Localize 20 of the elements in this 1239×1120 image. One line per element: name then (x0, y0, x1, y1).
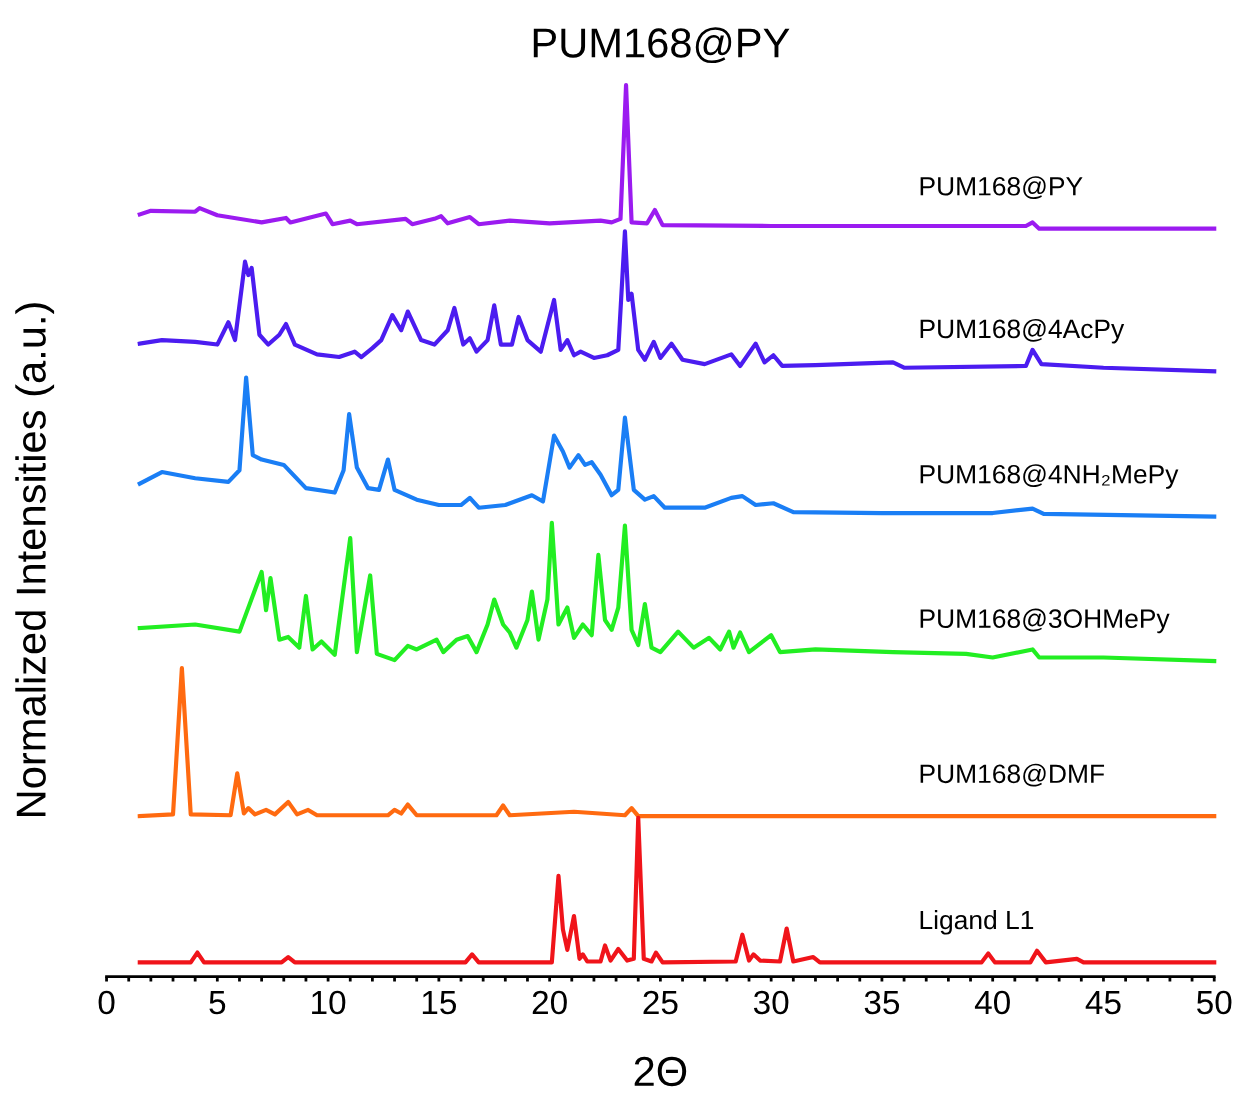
x-tick-label: 35 (864, 990, 900, 1015)
x-tick-label: 25 (643, 990, 678, 1015)
x-axis-title: 2Θ (634, 1056, 687, 1087)
series-label: PUM168@DMF (920, 763, 1105, 787)
x-tick-label: 30 (753, 990, 789, 1015)
series-label: Ligand L1 (920, 909, 1034, 935)
x-tick-label: 0 (98, 990, 115, 1015)
x-tick-label: 50 (1197, 990, 1232, 1015)
x-tick-label: 5 (209, 991, 226, 1015)
y-axis-title: Normalized Intensities (a.u.) (15, 303, 55, 816)
series-label: PUM168@4NH₂MePy (920, 464, 1179, 489)
x-tick-label: 45 (1085, 991, 1121, 1015)
series-label: PUM168@PY (920, 176, 1083, 200)
x-tick-label: 20 (532, 990, 567, 1015)
x-tick-label: 10 (312, 990, 346, 1015)
series-label: PUM168@4AcPy (920, 318, 1125, 344)
x-tick-label: 40 (974, 990, 1010, 1015)
series-label: PUM168@3OHMePy (920, 608, 1170, 634)
x-tick-label: 15 (422, 991, 456, 1015)
chart-title: PUM168@PY (533, 27, 790, 64)
